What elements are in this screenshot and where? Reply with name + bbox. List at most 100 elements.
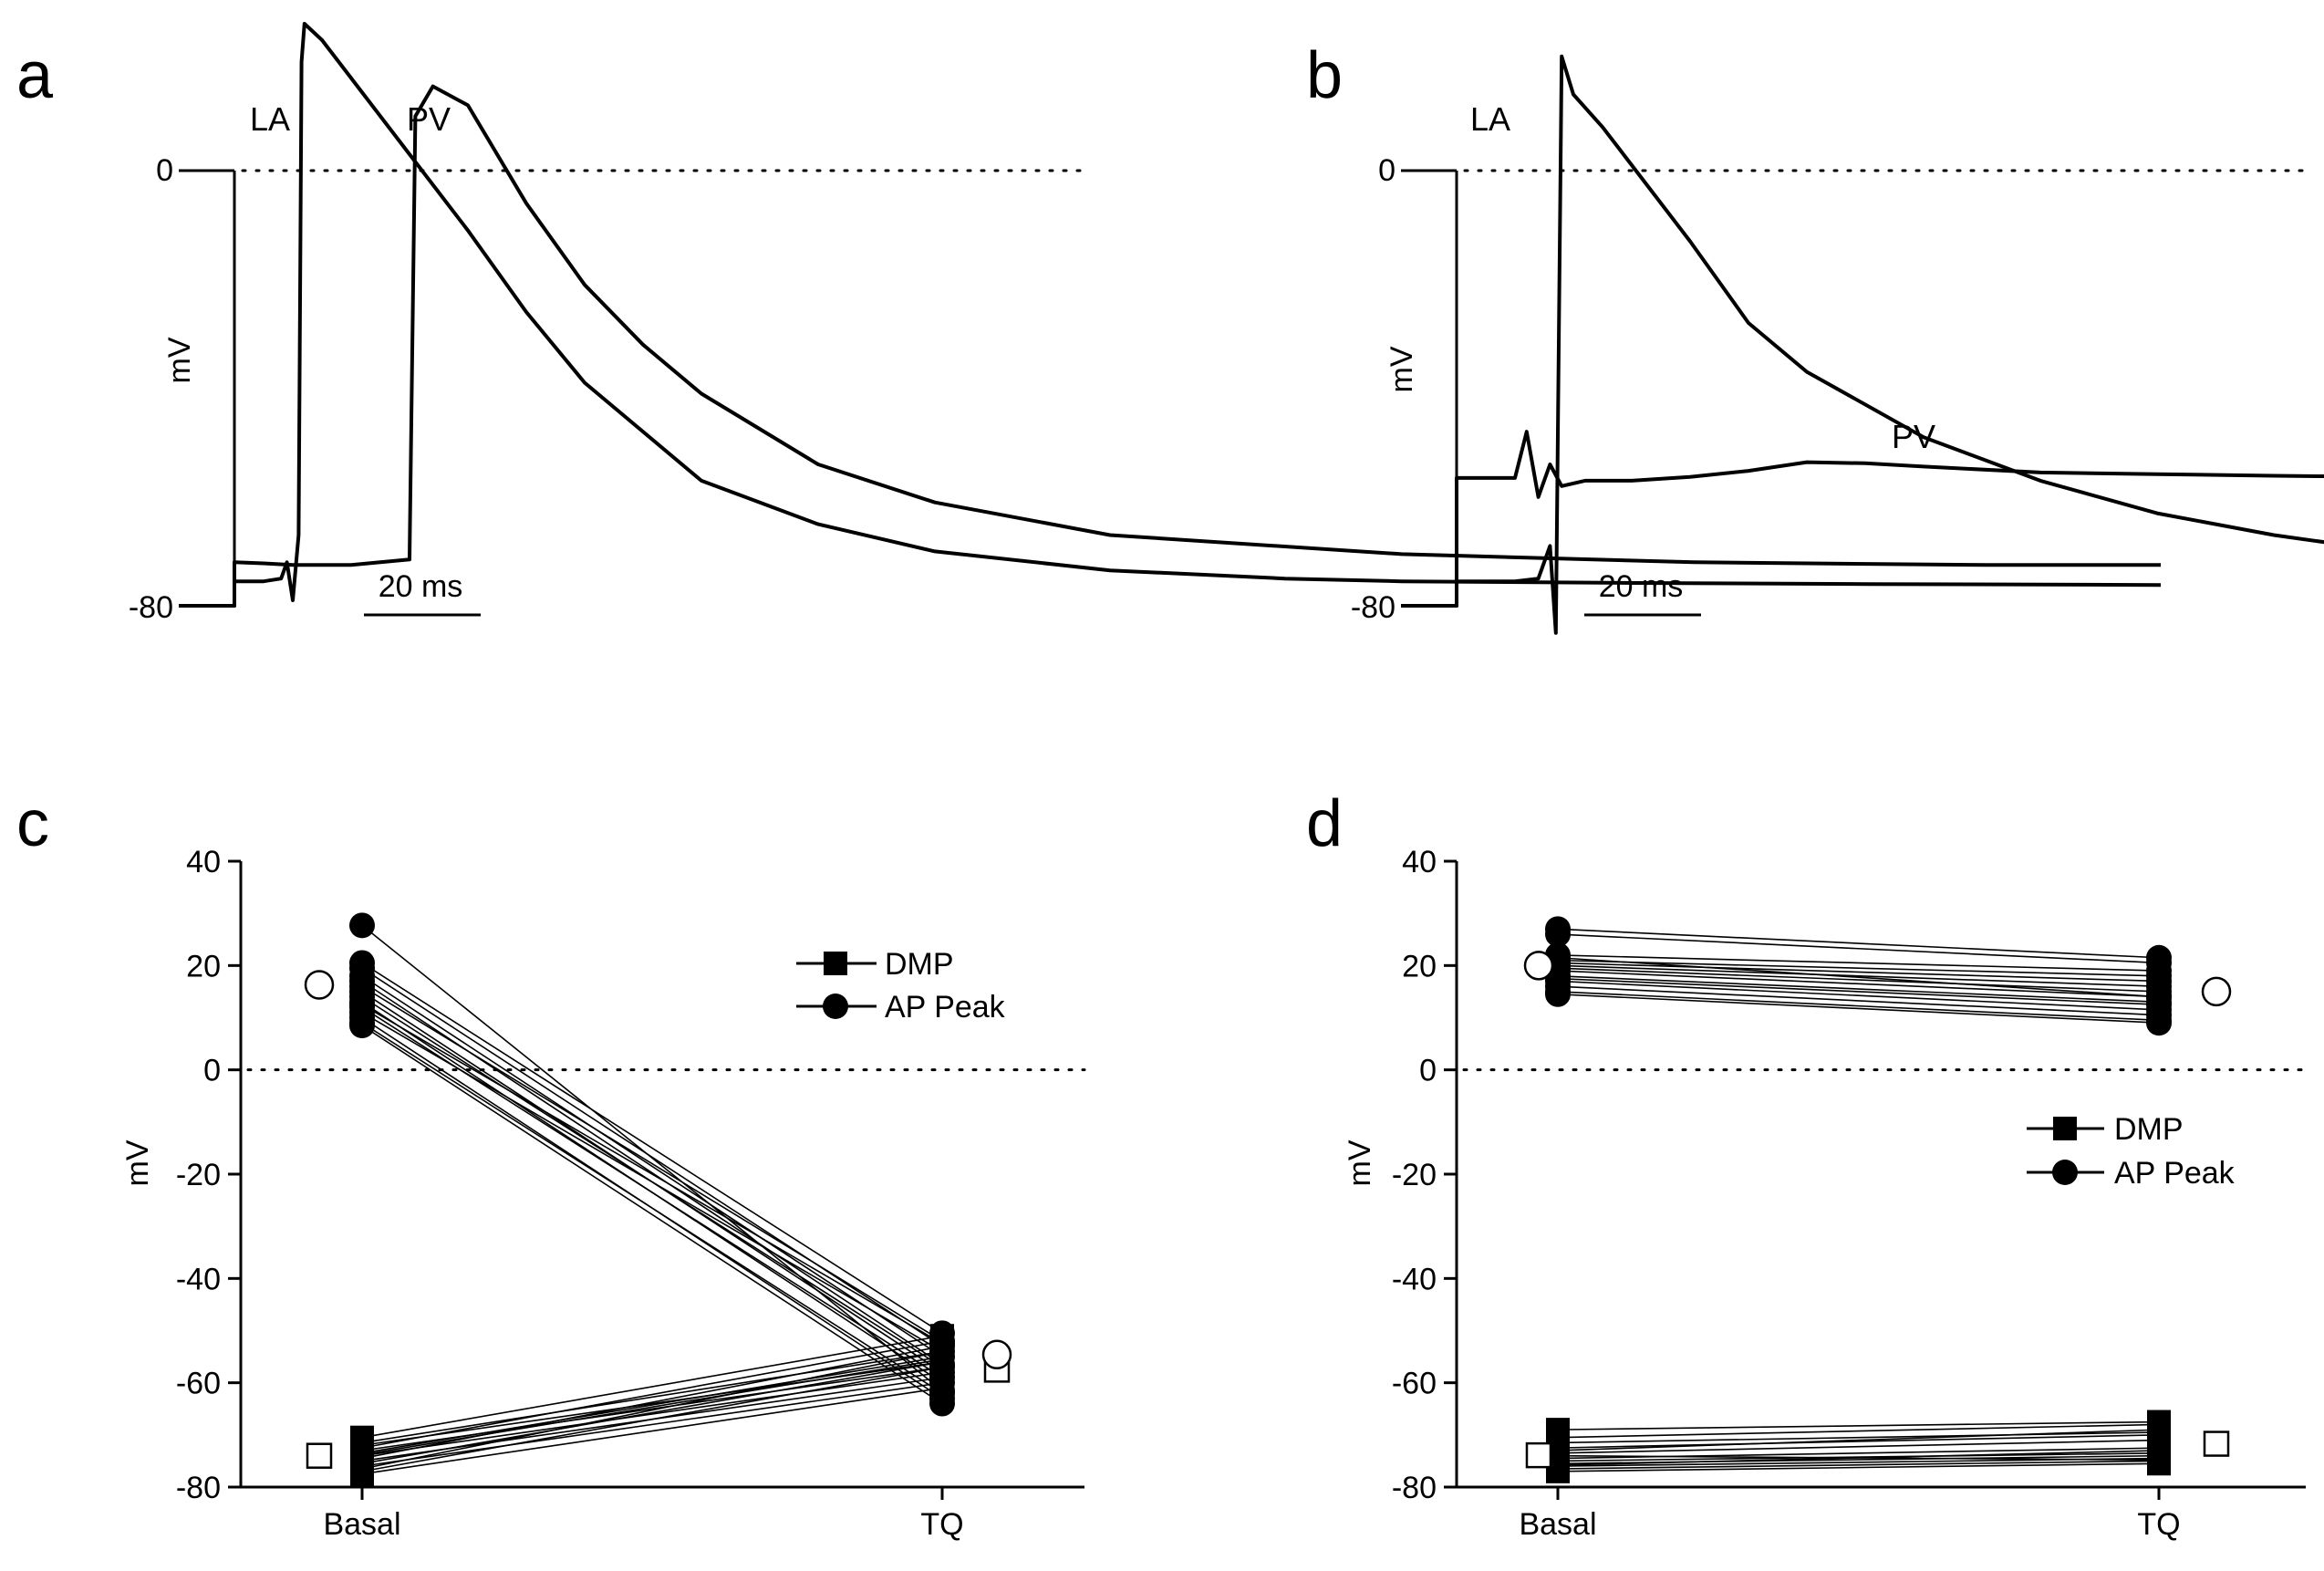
panel-c-ytick-label: -60 xyxy=(176,1367,221,1401)
panel-b-trace-plot: b 0 -80 mV LA PV 20 ms xyxy=(1306,39,2324,635)
panel-d-xtick-label-basal: Basal xyxy=(1519,1507,1596,1542)
panel-c-legend: DMP AP Peak xyxy=(796,947,1006,1025)
panel-c-appeak-pair-line xyxy=(361,975,943,1358)
panel-c-xtick-label-tq: TQ xyxy=(920,1507,963,1542)
panel-d-dmp-pair-line xyxy=(1557,1429,2160,1451)
panel-label-a: a xyxy=(16,39,54,112)
panel-c-legend-dmp-label: DMP xyxy=(885,947,954,982)
panel-c-dmp-point xyxy=(350,1442,374,1467)
panel-c-legend-appeak-label: AP Peak xyxy=(885,990,1006,1025)
panel-b-ytick-0: 0 xyxy=(1378,153,1395,188)
panel-c-appeak-pair-line xyxy=(361,1012,943,1353)
panel-d-dmp-pair-line xyxy=(1557,1431,2160,1444)
panel-c-dmp-pair-line xyxy=(361,1340,943,1449)
panel-c-appeak-pair-line xyxy=(361,1004,943,1345)
panel-d-ytick-label: 40 xyxy=(1402,845,1437,879)
panel-c-scatter-plot: c mV 40 20 0 -20 -40 -60 -80 Basal TQ DMP AP Pea… xyxy=(16,787,1086,1542)
panel-c-appeak-mean-marker xyxy=(981,1339,1012,1370)
panel-d-appeak-mean-marker xyxy=(2201,976,2232,1007)
panel-c-xtick-label-basal: Basal xyxy=(323,1507,400,1542)
panel-d-dmp-point xyxy=(2147,1418,2171,1442)
panel-b-trace-la xyxy=(1401,54,2324,635)
panel-c-ytick-label: -20 xyxy=(176,1158,221,1192)
panel-a-ytick-0: 0 xyxy=(156,153,173,188)
panel-c-axes: 40 20 0 -20 -40 -60 -80 Basal TQ xyxy=(176,845,1086,1542)
panel-c-ytick-label: 20 xyxy=(186,949,221,983)
panel-c-markers xyxy=(304,912,1012,1486)
panel-d-legend: DMP AP Peak xyxy=(2027,1112,2236,1191)
panel-d-appeak-pair-line xyxy=(1557,985,2160,1016)
panel-d-ytick-label: -80 xyxy=(1392,1471,1437,1505)
panel-d-dmp-mean-marker xyxy=(1525,1441,1552,1469)
panel-d-dmp-pair-line xyxy=(1557,1452,2160,1462)
panel-c-dmp-mean-marker xyxy=(306,1442,333,1469)
panel-d-dmp-point xyxy=(2147,1438,2171,1462)
panel-d-appeak-pair-line xyxy=(1557,964,2160,987)
panel-d-appeak-pair-line xyxy=(1557,980,2160,1011)
panel-c-paired-lines xyxy=(361,924,943,1475)
panel-c-legend-dmp-marker xyxy=(824,952,847,975)
panel-d-appeak-point xyxy=(2146,983,2172,1010)
panel-c-dmp-pair-line xyxy=(361,1366,943,1472)
panel-label-b: b xyxy=(1306,39,1343,112)
panel-a-trace-plot: a 0 -80 mV LA PV 20 ms xyxy=(16,22,2162,625)
panel-d-dmp-pair-line xyxy=(1557,1460,2160,1470)
panel-c-appeak-pair-line xyxy=(361,1022,943,1394)
panel-c-ytick-label: -80 xyxy=(176,1471,221,1505)
panel-d-legend-appeak-marker xyxy=(2052,1160,2078,1185)
panel-d-appeak-pair-line xyxy=(1557,970,2160,998)
panel-d-appeak-point xyxy=(1545,981,1571,1007)
panel-d-markers xyxy=(1523,916,2232,1483)
panel-c-dmp-pair-line xyxy=(361,1361,943,1447)
panel-d-appeak-pair-line xyxy=(1557,967,2160,993)
panel-c-appeak-point xyxy=(929,1390,955,1417)
panel-c-legend-appeak-marker xyxy=(823,994,848,1019)
panel-d-appeak-pair-line xyxy=(1557,993,2160,1025)
panel-d-dmp-pair-line xyxy=(1557,1423,2160,1439)
panel-d-appeak-mean-marker xyxy=(1523,951,1554,981)
panel-c-appeak-point xyxy=(929,1330,955,1357)
panel-c-appeak-point xyxy=(349,992,375,1018)
panel-a-trace-la xyxy=(179,22,2162,608)
panel-d-appeak-pair-line xyxy=(1557,962,2160,983)
panel-d-dmp-pair-line xyxy=(1557,1434,2160,1449)
panel-d-dmp-mean-marker xyxy=(2203,1431,2230,1457)
panel-c-ytick-label: 40 xyxy=(186,845,221,879)
panel-d-ytick-label: 0 xyxy=(1419,1054,1437,1088)
panel-d-appeak-pair-line xyxy=(1557,991,2160,1022)
panel-c-dmp-pair-line xyxy=(361,1350,943,1444)
panel-d-ytick-label: -60 xyxy=(1392,1367,1437,1401)
panel-d-legend-dmp-label: DMP xyxy=(2114,1112,2184,1147)
panel-d-appeak-point xyxy=(2146,1010,2172,1036)
panel-c-appeak-mean-marker xyxy=(304,970,335,1000)
panel-c-dmp-pair-line xyxy=(361,1356,943,1454)
panel-c-appeak-pair-line xyxy=(361,962,943,1335)
panel-c-dmp-pair-line xyxy=(361,1371,943,1457)
panel-d-dmp-pair-line xyxy=(1557,1439,2160,1454)
panel-d-scatter-plot: d mV 40 20 0 -20 -40 -60 -80 Basal TQ DMP AP Pea… xyxy=(1306,787,2308,1542)
panel-d-appeak-pair-line xyxy=(1557,954,2160,972)
panel-d-legend-appeak-label: AP Peak xyxy=(2114,1156,2236,1191)
panel-c-appeak-point xyxy=(349,912,375,939)
panel-c-dmp-pair-line xyxy=(361,1350,943,1470)
panel-label-d: d xyxy=(1306,787,1343,860)
panel-c-appeak-pair-line xyxy=(361,1025,943,1405)
panel-a-trace-pv xyxy=(179,84,2161,608)
panel-d-y-axis-label: mV xyxy=(1343,1139,1377,1186)
panel-d-ytick-label: -20 xyxy=(1392,1158,1437,1192)
panel-a-ytick-minus80: -80 xyxy=(129,590,173,625)
panel-d-dmp-pair-line xyxy=(1557,1450,2160,1466)
panel-d-legend-dmp-marker xyxy=(2053,1117,2077,1140)
panel-b-traces xyxy=(1401,54,2324,635)
panel-c-dmp-pair-line xyxy=(361,1381,943,1467)
panel-a-y-axis xyxy=(179,169,236,608)
panel-b-y-axis-label: mV xyxy=(1385,346,1419,392)
panel-c-appeak-pair-line xyxy=(361,967,943,1347)
panel-d-axes: 40 20 0 -20 -40 -60 -80 Basal TQ xyxy=(1392,845,2308,1542)
panel-d-appeak-pair-line xyxy=(1557,974,2160,1004)
panel-a-y-axis-label: mV xyxy=(162,337,197,383)
panel-d-appeak-pair-line xyxy=(1557,977,2160,1006)
panel-d-ytick-label: 20 xyxy=(1402,949,1437,983)
panel-c-appeak-pair-line xyxy=(361,985,943,1342)
